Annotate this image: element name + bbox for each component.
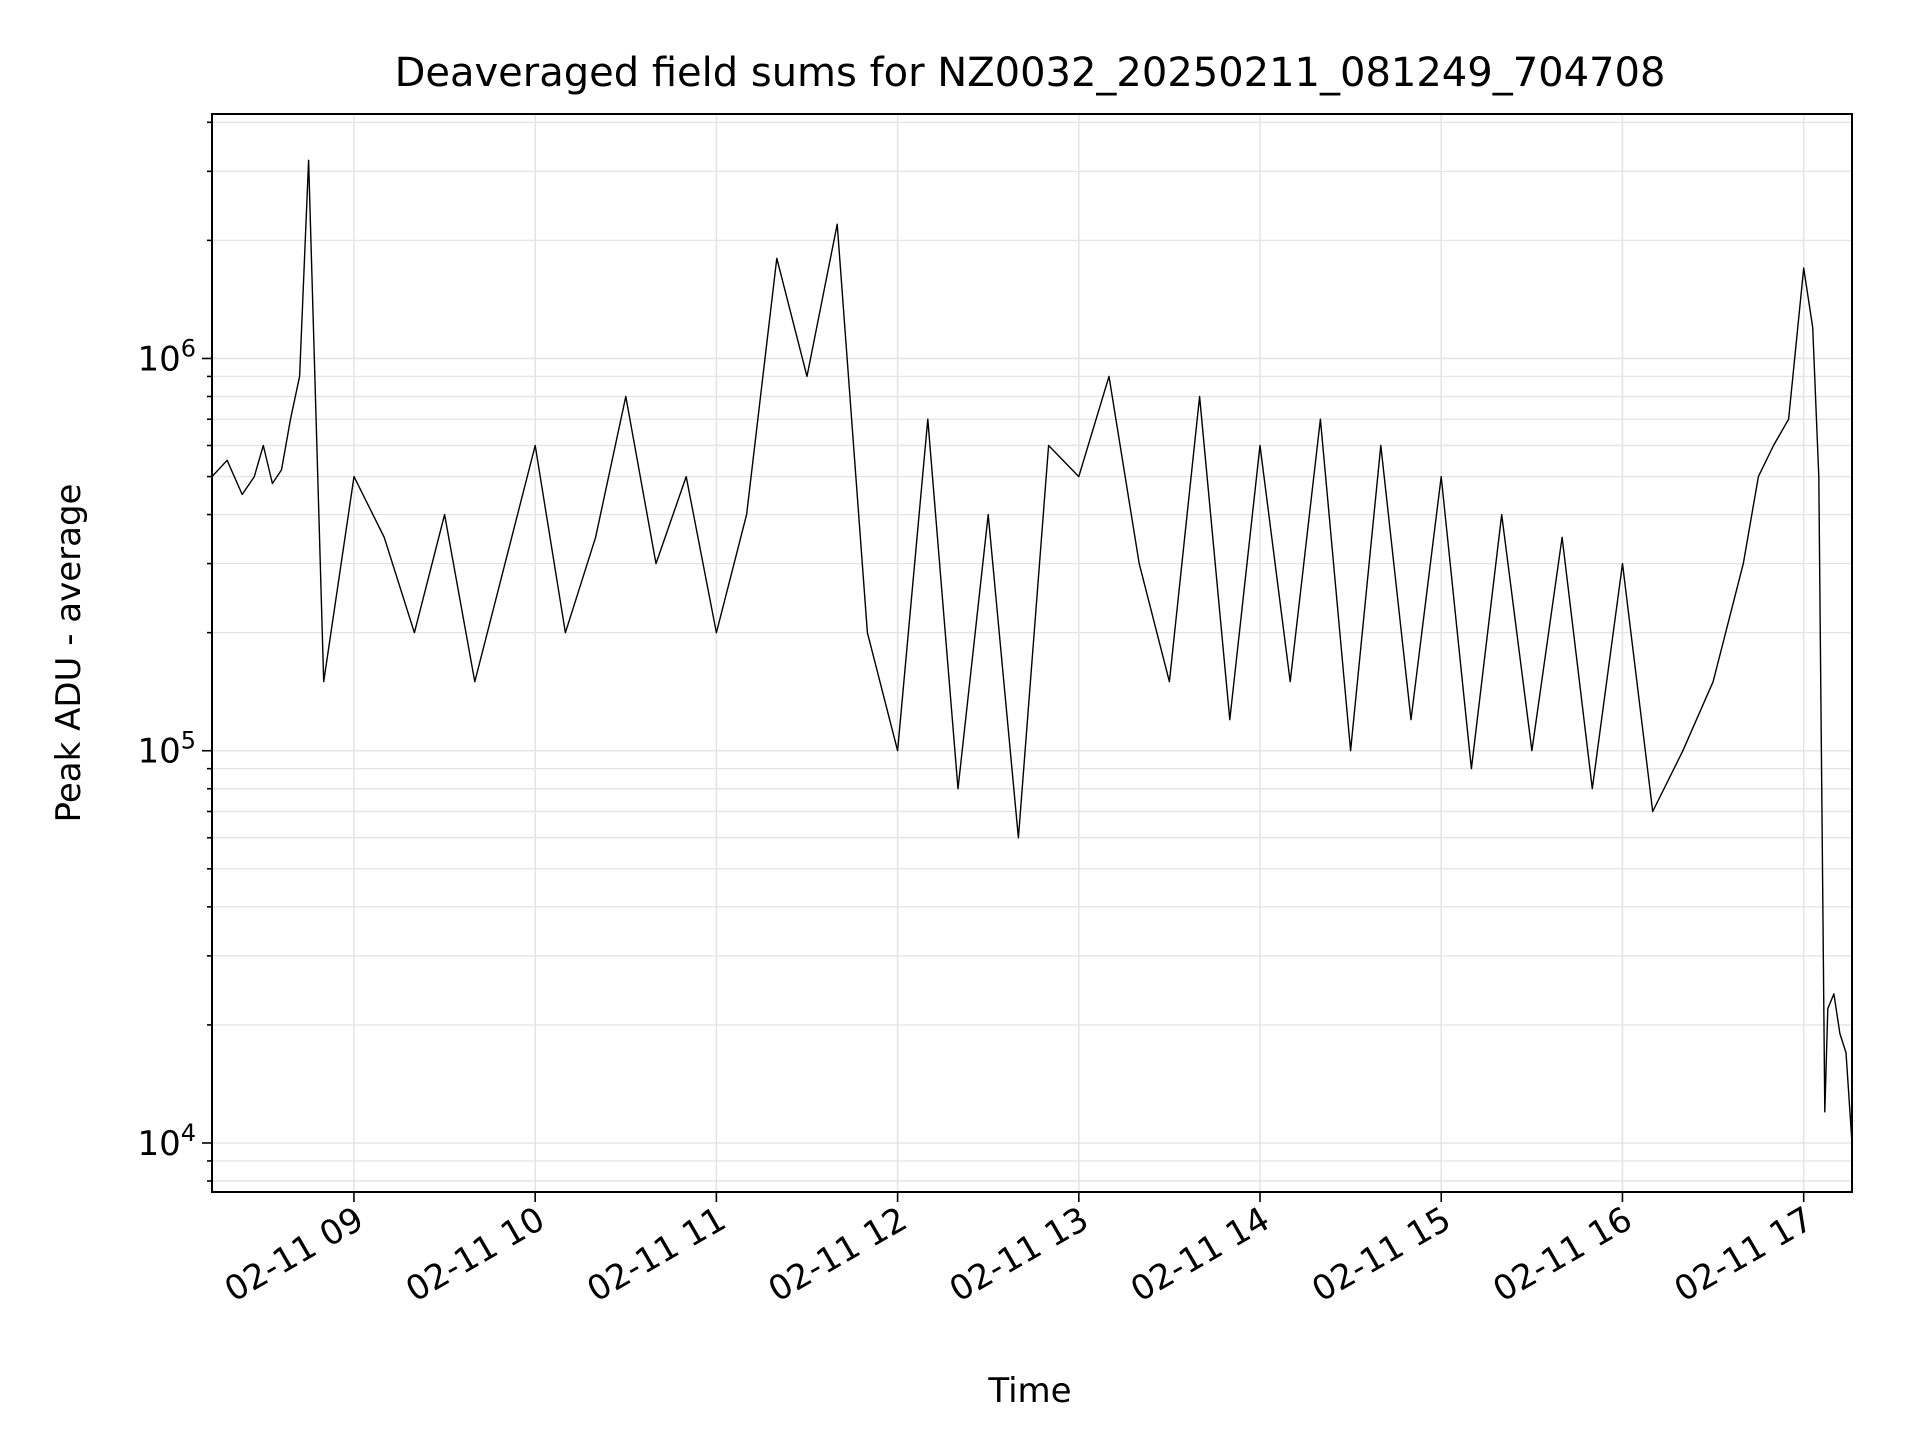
y-tick-label: 105 — [137, 727, 196, 772]
y-tick-base: 10 — [137, 339, 180, 379]
y-axis-label: Peak ADU - average — [49, 484, 89, 823]
series-line — [211, 159, 1853, 1144]
y-tick-base: 10 — [137, 1124, 180, 1164]
chart-title: Deaveraged field sums for NZ0032_2025021… — [395, 50, 1666, 96]
series-layer — [211, 159, 1853, 1144]
y-tick-base: 10 — [137, 732, 180, 772]
grid-layer — [212, 114, 1852, 1192]
y-tick-label: 104 — [137, 1119, 196, 1164]
y-tick-exponent: 6 — [181, 334, 196, 362]
y-tick-exponent: 4 — [181, 1119, 196, 1147]
x-axis-label: Time — [987, 1371, 1071, 1411]
y-tick-label: 106 — [137, 334, 196, 379]
y-tick-exponent: 5 — [181, 727, 196, 755]
plot-frame — [211, 113, 1853, 1193]
